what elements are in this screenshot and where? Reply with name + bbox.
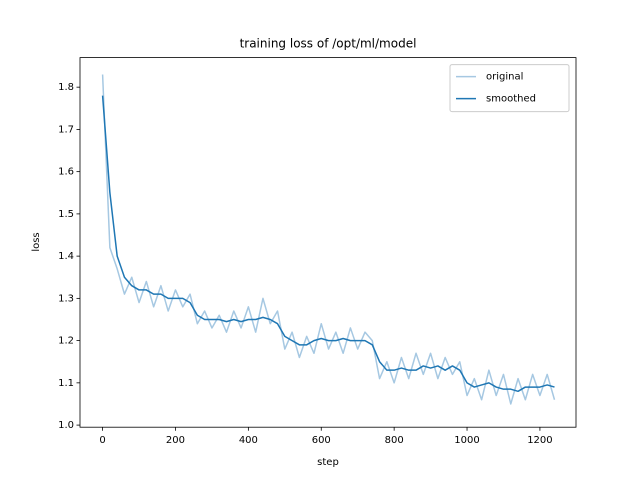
y-tick-label: 1.6 bbox=[58, 167, 74, 178]
legend-label: original bbox=[486, 72, 523, 83]
y-tick-label: 1.7 bbox=[58, 124, 74, 135]
y-tick-label: 1.3 bbox=[58, 293, 74, 304]
y-tick-label: 1.1 bbox=[58, 378, 74, 389]
x-tick-label: 1200 bbox=[527, 435, 552, 446]
x-tick-label: 0 bbox=[99, 435, 105, 446]
x-axis-label: step bbox=[317, 457, 339, 468]
y-axis-label: loss bbox=[31, 232, 42, 251]
data-line bbox=[101, 95, 555, 393]
x-tick-label: 400 bbox=[239, 435, 258, 446]
x-tick-label: 200 bbox=[166, 435, 185, 446]
data-line bbox=[101, 74, 556, 405]
x-tick-label: 1000 bbox=[454, 435, 479, 446]
legend-label: smoothed bbox=[486, 94, 536, 105]
plot-frame bbox=[79, 57, 577, 428]
y-tick-label: 1.0 bbox=[58, 420, 74, 431]
y-tick-label: 1.2 bbox=[58, 336, 74, 347]
y-tick-label: 1.5 bbox=[58, 209, 74, 220]
x-tick-label: 800 bbox=[385, 435, 404, 446]
x-tick-label: 600 bbox=[312, 435, 331, 446]
y-tick-label: 1.8 bbox=[58, 82, 74, 93]
chart-title: training loss of /opt/ml/model bbox=[240, 37, 417, 51]
legend-box bbox=[449, 64, 570, 113]
y-tick-label: 1.4 bbox=[58, 251, 74, 262]
